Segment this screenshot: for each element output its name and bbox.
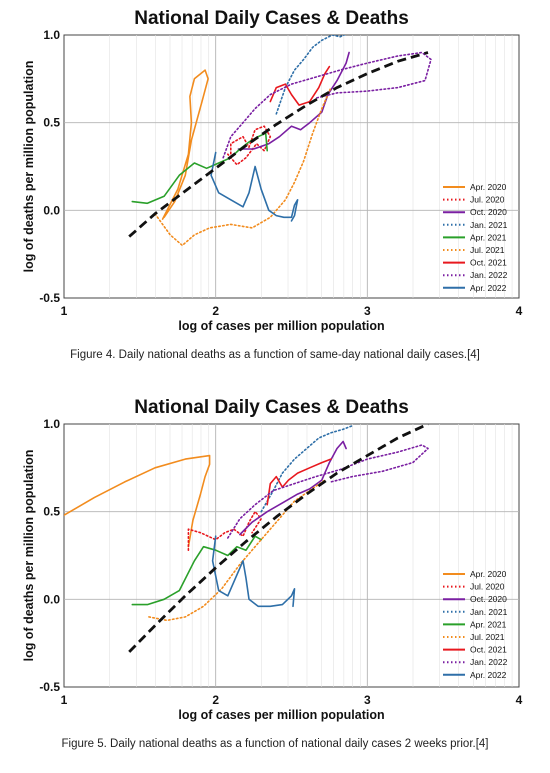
- legend-label: Jul. 2020: [470, 582, 505, 592]
- y-axis-label: log of deaths per million population: [22, 450, 36, 662]
- legend-label: Apr. 2021: [470, 619, 507, 629]
- y-axis-label: log of deaths per million population: [22, 61, 36, 273]
- legend: Apr. 2020 Jul. 2020 Oct. 2020 Jan. 2021 Apr.…: [443, 569, 508, 680]
- legend-label: Oct. 2021: [470, 258, 507, 268]
- y-tick-label: 1.0: [43, 417, 60, 431]
- chart-figure-4: National Daily Cases & Deaths 1 2 3 4 1.0 0.5 0…: [22, 8, 523, 333]
- figure-5-caption: Figure 5. Daily national deaths as a fun…: [61, 738, 489, 750]
- x-tick-label: 3: [364, 693, 371, 707]
- series-line-8: [210, 151, 299, 222]
- series-line-1: [187, 510, 262, 551]
- x-tick-label: 1: [61, 693, 68, 707]
- chart-title: National Daily Cases & Deaths: [134, 397, 409, 418]
- chart-figure-5: National Daily Cases & Deaths 1 2 3 4 1.0 0.5 0…: [22, 397, 523, 722]
- x-tick-label: 4: [516, 304, 523, 318]
- y-tick-label: -0.5: [39, 680, 60, 694]
- legend: Apr. 2020 Jul. 2020 Oct. 2020 Jan. 2021 Apr.…: [443, 182, 508, 293]
- y-tick-label: 0.0: [43, 203, 60, 217]
- legend-label: Jan. 2021: [470, 220, 508, 230]
- series-line-8: [211, 535, 296, 608]
- series-line-6: [269, 65, 331, 106]
- chart-title: National Daily Cases & Deaths: [134, 8, 409, 29]
- legend-label: Oct. 2021: [470, 645, 507, 655]
- legend-label: Apr. 2020: [470, 569, 507, 579]
- legend-label: Apr. 2022: [470, 670, 507, 680]
- legend-label: Apr. 2020: [470, 182, 507, 192]
- y-tick-label: 0.5: [43, 116, 60, 130]
- plot-area: [63, 34, 520, 299]
- series-line-7: [227, 444, 429, 539]
- legend-label: Jan. 2021: [470, 607, 508, 617]
- y-tick-label: -0.5: [39, 291, 60, 305]
- trend-line: [128, 51, 429, 238]
- legend-label: Jan. 2022: [470, 270, 508, 280]
- series-line-6: [266, 458, 332, 506]
- grid-lines: [64, 35, 519, 298]
- legend-label: Oct. 2020: [470, 207, 507, 217]
- series-line-7: [222, 51, 432, 159]
- x-axis-label: log of cases per million population: [178, 708, 384, 722]
- y-tick-label: 0.0: [43, 592, 60, 606]
- series-group: [128, 35, 432, 247]
- y-tick-label: 0.5: [43, 505, 60, 519]
- series-group: [64, 424, 429, 653]
- legend-label: Jul. 2020: [470, 195, 505, 205]
- legend-label: Apr. 2022: [470, 283, 507, 293]
- series-line-3: [275, 35, 347, 115]
- series-line-5: [148, 479, 326, 622]
- plot-area: [63, 423, 520, 688]
- x-tick-label: 3: [364, 304, 371, 318]
- series-line-3: [260, 425, 353, 513]
- series-line-4: [131, 535, 262, 606]
- legend-label: Jul. 2021: [470, 632, 505, 642]
- x-tick-label: 2: [212, 304, 219, 318]
- legend-label: Jul. 2021: [470, 245, 505, 255]
- series-line-2: [239, 440, 347, 536]
- y-tick-label: 1.0: [43, 28, 60, 42]
- figure-4-caption: Figure 4. Daily national deaths as a fun…: [70, 349, 480, 361]
- legend-label: Apr. 2021: [470, 232, 507, 242]
- series-line-4: [131, 132, 268, 205]
- x-tick-label: 2: [212, 693, 219, 707]
- legend-label: Jan. 2022: [470, 657, 508, 667]
- legend-label: Oct. 2020: [470, 594, 507, 604]
- series-line-1: [227, 125, 272, 166]
- x-tick-label: 4: [516, 693, 523, 707]
- x-tick-label: 1: [61, 304, 68, 318]
- series-line-0: [161, 69, 209, 220]
- series-line-5: [154, 86, 332, 247]
- series-line-0: [64, 454, 211, 548]
- x-axis-label: log of cases per million population: [178, 319, 384, 333]
- trend-line: [128, 424, 429, 653]
